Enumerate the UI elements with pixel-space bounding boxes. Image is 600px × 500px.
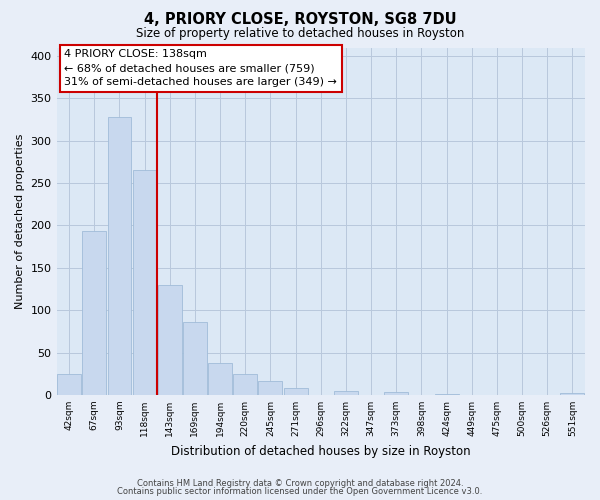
Text: Contains public sector information licensed under the Open Government Licence v3: Contains public sector information licen… (118, 487, 482, 496)
Bar (385, 392, 408, 395)
Text: 4, PRIORY CLOSE, ROYSTON, SG8 7DU: 4, PRIORY CLOSE, ROYSTON, SG8 7DU (143, 12, 457, 28)
Bar (158, 285, 182, 395)
Text: Size of property relative to detached houses in Royston: Size of property relative to detached ho… (136, 28, 464, 40)
Bar (284, 388, 308, 395)
Bar (259, 380, 283, 395)
Text: 4 PRIORY CLOSE: 138sqm
← 68% of detached houses are smaller (759)
31% of semi-de: 4 PRIORY CLOSE: 138sqm ← 68% of detached… (64, 49, 337, 87)
Bar (82, 232, 106, 395)
Bar (334, 390, 358, 395)
Bar (560, 393, 584, 395)
Bar (208, 362, 232, 395)
Bar (233, 374, 257, 395)
X-axis label: Distribution of detached houses by size in Royston: Distribution of detached houses by size … (171, 444, 470, 458)
Bar (183, 322, 207, 395)
Y-axis label: Number of detached properties: Number of detached properties (15, 134, 25, 309)
Bar (434, 394, 458, 395)
Bar (133, 170, 157, 395)
Bar (57, 374, 81, 395)
Text: Contains HM Land Registry data © Crown copyright and database right 2024.: Contains HM Land Registry data © Crown c… (137, 478, 463, 488)
Bar (107, 117, 131, 395)
